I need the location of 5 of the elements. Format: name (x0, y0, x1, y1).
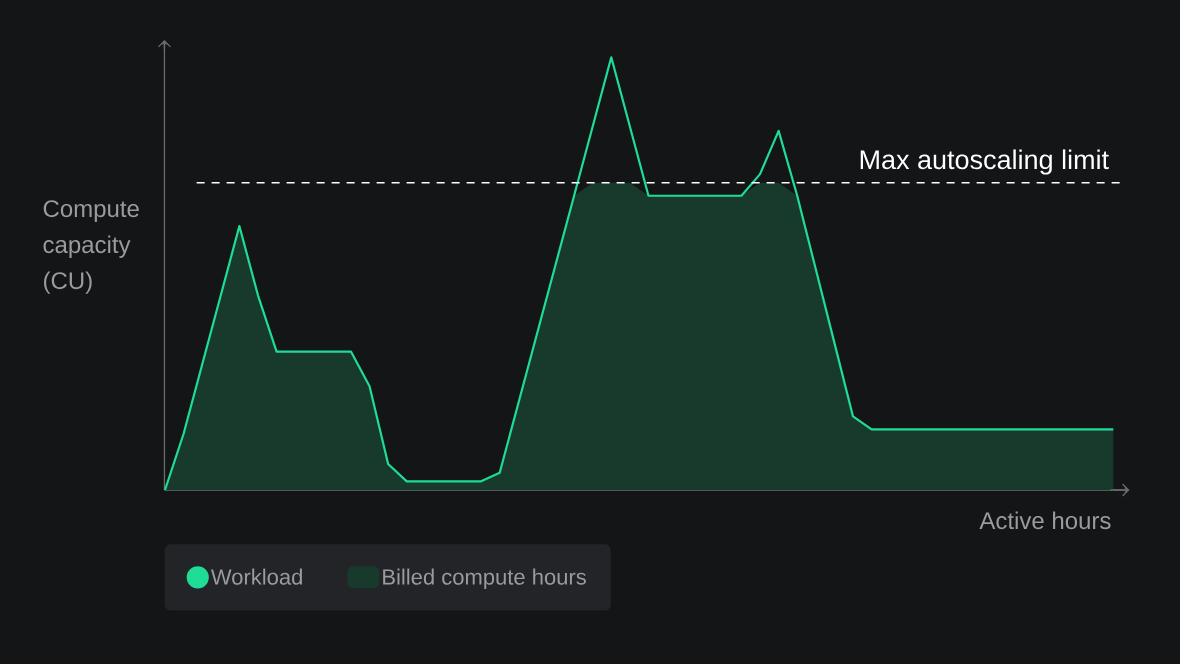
y-axis-title: Compute capacity (CU) (43, 200, 139, 294)
legend-label: Billed compute hours (383, 568, 586, 590)
ref-line-label: Max autoscaling limit (860, 149, 1109, 175)
legend-label: Workload (210, 568, 302, 585)
x-axis-title: Active hours (979, 511, 1111, 530)
